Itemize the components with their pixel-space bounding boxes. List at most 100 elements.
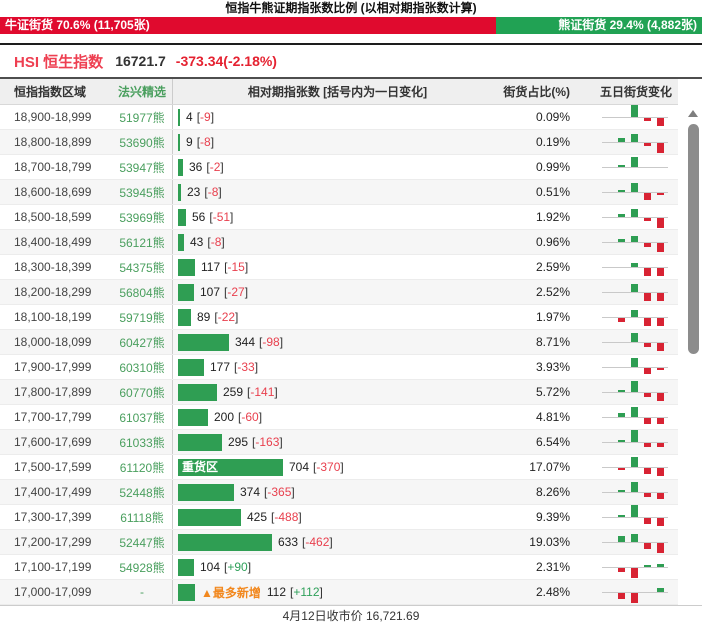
scroll-up-icon[interactable] (688, 110, 698, 117)
volume-value: 295 (228, 435, 249, 449)
warrant-code-link[interactable]: 61033熊 (119, 435, 165, 450)
volume-bar-cell: 374 [-365] (172, 480, 502, 504)
warrant-code-link[interactable]: 52447熊 (119, 535, 165, 550)
table-row: 18,100-18,199 59719熊 89 [-22] 1.97% (0, 305, 678, 330)
index-range: 18,500-18,599 (14, 210, 92, 224)
table-row: 18,500-18,599 53969熊 56 [-51] 1.92% (0, 205, 678, 230)
volume-bar (178, 208, 186, 226)
five-day-sparkline (602, 155, 668, 180)
warrant-code-link[interactable]: 54928熊 (119, 560, 165, 575)
volume-bar-cell: 259 [-141] (172, 380, 502, 404)
sparkline-baseline (602, 442, 668, 443)
sparkline-bar (631, 407, 638, 417)
warrant-code-link[interactable]: 61118熊 (120, 510, 164, 525)
volume-value: 56 (192, 210, 206, 224)
volume-value: 43 (190, 235, 204, 249)
volume-bar-cell: 重货区 704 [-370] (172, 455, 502, 479)
warrant-code-link[interactable]: 56121熊 (119, 235, 165, 250)
street-ratio: 0.99% (535, 160, 570, 174)
volume-bar (178, 358, 204, 376)
divider (0, 43, 702, 45)
warrant-code-link[interactable]: 53945熊 (119, 185, 165, 200)
sparkline-baseline (602, 267, 668, 268)
index-range: 17,700-17,799 (14, 410, 92, 424)
sparkline-bar (657, 443, 664, 447)
volume-bar-cell: 425 [-488] (172, 505, 502, 529)
one-day-change: [-488] (271, 510, 302, 524)
sparkline-bar (618, 490, 625, 492)
sparkline-bar (644, 293, 651, 301)
index-range: 17,300-17,399 (14, 510, 92, 524)
sparkline-bar (631, 568, 638, 578)
warrant-code-link[interactable]: 59719熊 (119, 310, 165, 325)
sparkline-bar (657, 564, 664, 567)
volume-bar-cell: 104 [+90] (172, 555, 502, 579)
sparkline-bar (631, 505, 638, 517)
street-ratio: 2.48% (535, 585, 570, 599)
sparkline-bar (618, 318, 625, 322)
warrant-code-link[interactable]: 61037熊 (119, 410, 165, 425)
volume-value: 374 (240, 485, 261, 499)
five-day-sparkline (602, 230, 668, 255)
one-day-change: [-370] (313, 460, 344, 474)
one-day-change: [-9] (196, 110, 215, 124)
sparkline-bar (657, 143, 664, 153)
volume-value: 425 (247, 510, 268, 524)
sparkline-bar (644, 493, 651, 497)
sparkline-bar (631, 593, 638, 603)
warrant-code-link[interactable]: 54375熊 (119, 260, 165, 275)
scrollbar[interactable] (686, 110, 700, 624)
table-row: 18,200-18,299 56804熊 107 [-27] 2.52% (0, 280, 678, 305)
one-day-change: [-141] (247, 385, 278, 399)
sparkline-bar (657, 393, 664, 401)
sparkline-bar (631, 482, 638, 492)
volume-value: 104 (200, 560, 221, 574)
index-range: 18,700-18,799 (14, 160, 92, 174)
volume-bar (178, 133, 180, 151)
index-range: 18,300-18,399 (14, 260, 92, 274)
street-ratio: 19.03% (529, 535, 570, 549)
scrollbar-thumb[interactable] (687, 124, 699, 354)
header-relative-volume: 相对期指张数 [括号内为一日变化] (172, 79, 502, 104)
sparkline-bar (644, 268, 651, 276)
sparkline-bar (631, 457, 638, 467)
warrant-code-link[interactable]: 53969熊 (119, 210, 165, 225)
warrant-code-link[interactable]: 56804熊 (119, 285, 165, 300)
table-header: 恒指指数区域 法兴精选 相对期指张数 [括号内为一日变化] 街货占比(%) 五日… (0, 79, 678, 105)
one-day-change: [-365] (264, 485, 295, 499)
five-day-change-cell (594, 555, 678, 579)
street-ratio: 0.51% (535, 185, 570, 199)
five-day-change-cell (594, 305, 678, 329)
street-ratio: 8.71% (535, 335, 570, 349)
sparkline-bar (631, 183, 638, 192)
sparkline-bar (618, 593, 625, 599)
table-row: 17,000-17,099 - ▲最多新增 112 [+112] 2.48% (0, 580, 678, 605)
sparkline-bar (657, 318, 664, 326)
five-day-change-cell (594, 280, 678, 304)
sparkline-bar (644, 318, 651, 326)
one-day-change: [-8] (204, 185, 222, 199)
warrant-code-link[interactable]: 53947熊 (119, 160, 165, 175)
table-row: 17,400-17,499 52448熊 374 [-365] 8.26% (0, 480, 678, 505)
sparkline-baseline (602, 142, 668, 143)
sparkline-baseline (602, 317, 668, 318)
volume-bar-cell: 107 [-27] (172, 280, 502, 304)
warrant-code-link[interactable]: 52448熊 (119, 485, 165, 500)
volume-bar (178, 158, 183, 176)
street-ratio: 5.72% (535, 385, 570, 399)
warrant-code-link[interactable]: 60310熊 (119, 360, 165, 375)
sparkline-bar (631, 209, 638, 217)
bull-bear-ratio-bar: 牛证街货 70.6% (11,705张) 熊证街货 29.4% (4,882张) (0, 17, 702, 34)
sparkline-bar (618, 190, 625, 192)
sparkline-bar (644, 143, 651, 146)
five-day-change-cell (594, 580, 678, 604)
warrant-code-link[interactable]: 61120熊 (119, 460, 165, 475)
warrant-code-link[interactable]: 60770熊 (119, 385, 165, 400)
warrant-code-link[interactable]: 53690熊 (119, 135, 165, 150)
sparkline-bar (631, 333, 638, 342)
warrant-code-link[interactable]: 60427熊 (119, 335, 165, 350)
one-day-change: [-60] (238, 410, 263, 424)
street-ratio: 2.52% (535, 285, 570, 299)
sparkline-bar (644, 443, 651, 447)
warrant-code-link[interactable]: 51977熊 (119, 110, 165, 125)
